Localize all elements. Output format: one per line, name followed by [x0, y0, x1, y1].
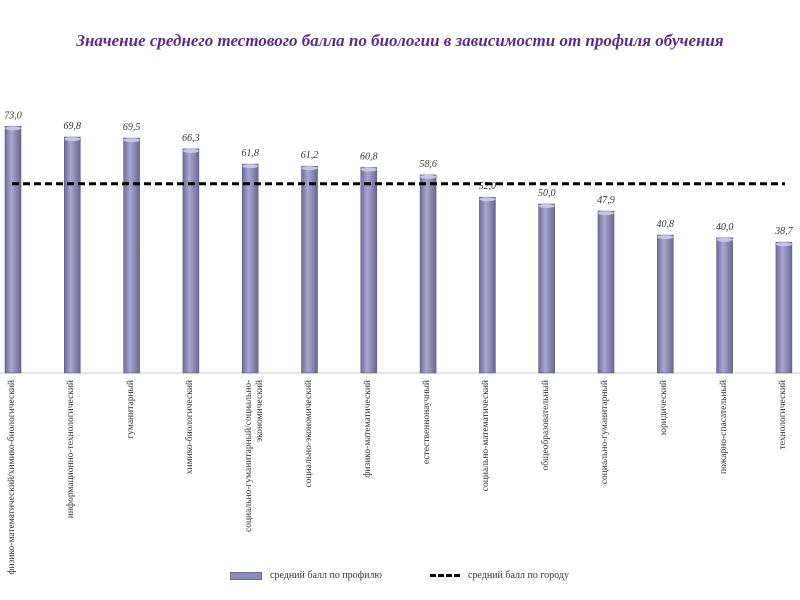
bar [360, 167, 378, 374]
bar-cap [657, 235, 674, 240]
data-label: 66,3 [182, 133, 200, 144]
bar-cap [538, 204, 555, 208]
x-tick-label: юридический [659, 380, 670, 436]
bar [538, 203, 556, 374]
data-label: 38,7 [774, 226, 794, 237]
x-tick-label: физико-математический [362, 380, 373, 478]
data-label: 50,0 [538, 188, 556, 199]
data-label: 73,0 [4, 110, 22, 121]
bar [419, 174, 437, 374]
bar [123, 137, 140, 374]
data-label: 61,8 [241, 148, 259, 159]
bar-cap [479, 197, 496, 202]
x-tick-label: социально-гуманитарный/социально-экономи… [244, 380, 266, 533]
data-label: 47,9 [597, 195, 615, 206]
x-tick-label: естественнонаучный [422, 380, 433, 465]
bar-cap [64, 137, 81, 142]
legend-line-label: средний балл по городу [467, 570, 569, 581]
x-tick-label: социально-математический [481, 380, 492, 492]
legend-line-swatch [429, 574, 460, 577]
bar-cap [360, 167, 377, 172]
bar-cap [182, 148, 199, 153]
bar [241, 163, 259, 374]
data-label: 61,2 [301, 150, 319, 161]
data-label: 52,0 [479, 181, 497, 192]
data-label: 60,8 [360, 151, 378, 162]
bar [775, 241, 793, 374]
x-tick-label: технологический [777, 380, 788, 450]
bar [656, 234, 674, 374]
x-tick-label: пожарно-спасательный [718, 380, 729, 474]
bar-cap [598, 211, 614, 216]
chart-title: Значение среднего тестового балла по био… [76, 31, 724, 50]
x-tick-label: гуманитарный [125, 380, 136, 439]
bar-cap [301, 166, 318, 171]
data-label: 69,8 [64, 121, 82, 132]
data-label: 40,8 [657, 219, 675, 230]
bar-cap [775, 242, 792, 247]
bar-cap [242, 164, 259, 169]
bar [479, 196, 496, 374]
bar [716, 237, 733, 374]
bar [597, 210, 615, 374]
bar-cap [420, 174, 437, 179]
x-tick-label: социально-экономический [303, 380, 314, 488]
bar [64, 136, 81, 374]
x-tick-label: физико-математический/химико-биологическ… [7, 380, 17, 575]
x-tick-label: общеобразовательный [540, 380, 551, 471]
bar [4, 125, 22, 374]
bar-cap [716, 237, 733, 242]
x-tick-label: химико-биологический [184, 380, 195, 475]
data-label: 69,5 [123, 122, 141, 133]
legend-bar-swatch [230, 571, 262, 580]
bar [301, 165, 318, 374]
x-tick-label: информационно-технологический [66, 380, 77, 519]
data-label: 58,6 [419, 159, 437, 170]
x-tick-label: социально-гуманитарный [600, 380, 610, 485]
bar-cap [5, 126, 21, 131]
legend-bar-label: средний балл по профилю [270, 570, 382, 581]
legend: средний балл по профилю средний балл по … [230, 570, 569, 581]
bar-cap [123, 138, 140, 143]
data-label: 40,0 [716, 222, 734, 233]
